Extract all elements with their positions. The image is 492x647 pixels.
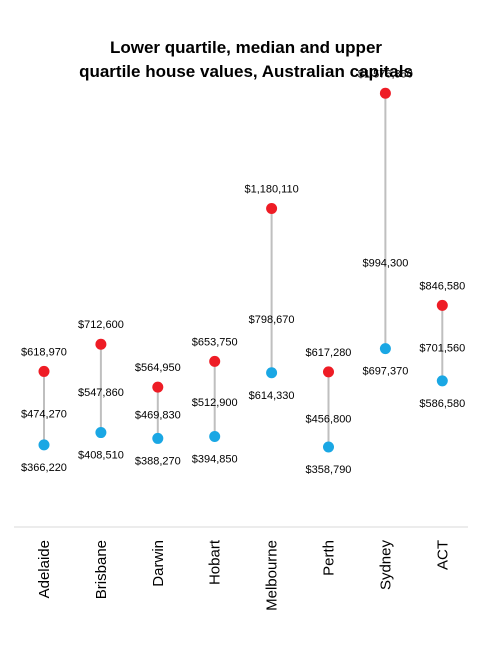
upper-quartile-point-act xyxy=(436,299,448,311)
upper-quartile-label-perth: $617,280 xyxy=(306,347,352,359)
category-label-adelaide: Adelaide xyxy=(36,540,53,598)
median-label-melbourne: $798,670 xyxy=(249,314,295,326)
upper-quartile-label-adelaide: $618,970 xyxy=(21,346,67,358)
category-label-melbourne: Melbourne xyxy=(264,540,281,611)
upper-quartile-label-darwin: $564,950 xyxy=(135,362,181,374)
lower-quartile-point-hobart xyxy=(209,431,221,443)
median-label-perth: $456,800 xyxy=(306,414,352,426)
upper-quartile-point-darwin xyxy=(152,381,164,393)
lower-quartile-label-act: $586,580 xyxy=(419,398,465,410)
median-label-act: $701,560 xyxy=(419,342,465,354)
median-label-sydney: $994,300 xyxy=(362,257,408,269)
lower-quartile-point-darwin xyxy=(152,432,164,444)
upper-quartile-label-act: $846,580 xyxy=(419,280,465,292)
category-label-hobart: Hobart xyxy=(207,539,224,585)
chart-title-line-1: Lower quartile, median and upper xyxy=(109,38,383,57)
upper-quartile-point-hobart xyxy=(209,355,221,367)
upper-quartile-point-melbourne xyxy=(266,202,278,214)
chart-title-line-2: quartile house values, Australian capita… xyxy=(79,62,413,81)
upper-quartile-point-brisbane xyxy=(95,338,107,350)
median-label-brisbane: $547,860 xyxy=(78,387,124,399)
upper-quartile-label-brisbane: $712,600 xyxy=(78,319,124,331)
lower-quartile-label-melbourne: $614,330 xyxy=(249,390,295,402)
lower-quartile-label-perth: $358,790 xyxy=(306,464,352,476)
lower-quartile-point-sydney xyxy=(379,343,391,355)
lower-quartile-label-brisbane: $408,510 xyxy=(78,450,124,462)
lower-quartile-point-perth xyxy=(323,441,334,453)
median-label-darwin: $469,830 xyxy=(135,410,181,422)
category-label-darwin: Darwin xyxy=(150,540,167,587)
lower-quartile-label-hobart: $394,850 xyxy=(192,454,238,466)
upper-quartile-point-perth xyxy=(323,366,334,378)
upper-quartile-point-adelaide xyxy=(38,365,50,377)
category-label-brisbane: Brisbane xyxy=(93,540,110,599)
upper-quartile-label-sydney: $1,576,850 xyxy=(358,68,413,80)
upper-quartile-label-melbourne: $1,180,110 xyxy=(244,183,298,195)
lower-quartile-label-sydney: $697,370 xyxy=(362,366,408,378)
category-label-sydney: Sydney xyxy=(377,540,394,591)
category-label-act: ACT xyxy=(434,540,451,570)
upper-quartile-label-hobart: $653,750 xyxy=(192,336,238,348)
lower-quartile-point-melbourne xyxy=(266,367,278,379)
median-label-adelaide: $474,270 xyxy=(21,408,67,420)
lower-quartile-label-darwin: $388,270 xyxy=(135,455,181,467)
lower-quartile-point-adelaide xyxy=(38,439,50,451)
lower-quartile-point-brisbane xyxy=(95,427,107,439)
median-label-hobart: $512,900 xyxy=(192,397,238,409)
category-label-perth: Perth xyxy=(321,540,338,576)
chart-title: Lower quartile, median and upper quartil… xyxy=(0,36,492,84)
lower-quartile-label-adelaide: $366,220 xyxy=(21,462,67,474)
upper-quartile-point-sydney xyxy=(379,87,391,99)
lower-quartile-point-act xyxy=(436,375,448,387)
